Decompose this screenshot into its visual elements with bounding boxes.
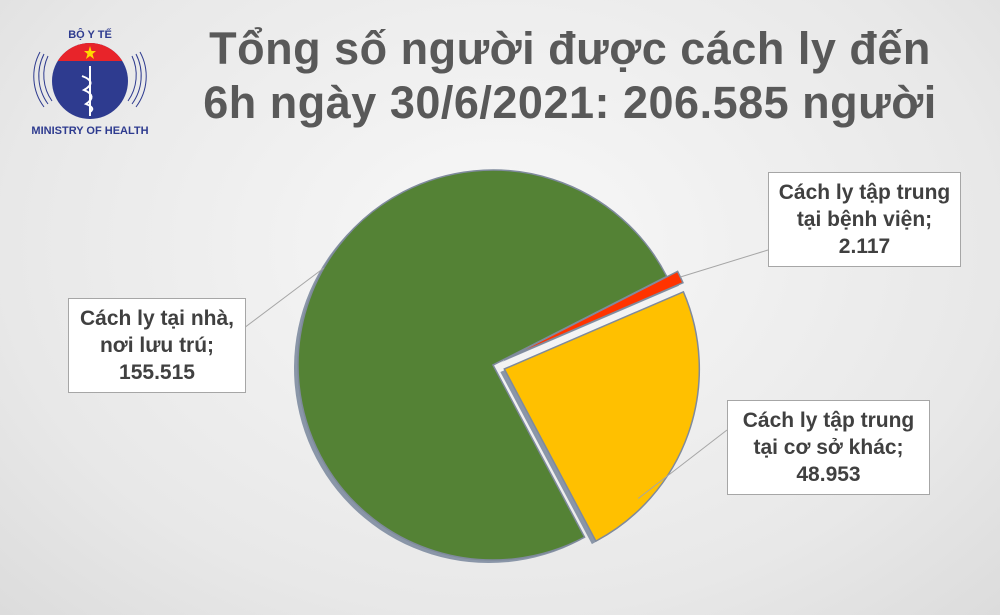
logo-top-text: BỘ Y TẾ <box>68 28 112 41</box>
callout-home: Cách ly tại nhà, nơi lưu trú; 155.515 <box>68 298 246 393</box>
callout-other-line-1: Cách ly tập trung <box>742 409 915 432</box>
slice-hospital <box>503 270 684 361</box>
slice-home <box>297 169 668 561</box>
slice-other-facility-leader-line <box>637 429 728 499</box>
callout-hospital-value: 2.117 <box>838 235 891 258</box>
callout-hospital: Cách ly tập trung tại bệnh viện; 2.117 <box>768 172 961 267</box>
callout-other-line-2: tại cơ sở khác; <box>753 436 904 459</box>
callout-hospital-line-1: Cách ly tập trung <box>778 181 951 204</box>
slice-hospital-leader-line <box>680 249 769 278</box>
callout-home-line-2: nơi lưu trú; <box>99 334 215 357</box>
title-line-2: 6h ngày 30/6/2021: 206.585 người <box>203 77 937 128</box>
chart-title: Tổng số người được cách ly đến 6h ngày 3… <box>150 22 990 130</box>
ministry-of-health-logo: BỘ Y TẾ MINISTRY OF HEALTH <box>25 16 155 138</box>
callout-home-line-1: Cách ly tại nhà, <box>79 307 235 330</box>
callout-home-value: 155.515 <box>119 361 195 384</box>
callout-other-value: 48.953 <box>796 463 861 486</box>
slice-other-facility <box>503 290 701 543</box>
logo-bottom-text: MINISTRY OF HEALTH <box>31 125 148 137</box>
title-line-1: Tổng số người được cách ly đến <box>209 23 931 74</box>
callout-hospital-line-2: tại bệnh viện; <box>796 208 933 231</box>
callout-other-facility: Cách ly tập trung tại cơ sở khác; 48.953 <box>727 400 930 495</box>
